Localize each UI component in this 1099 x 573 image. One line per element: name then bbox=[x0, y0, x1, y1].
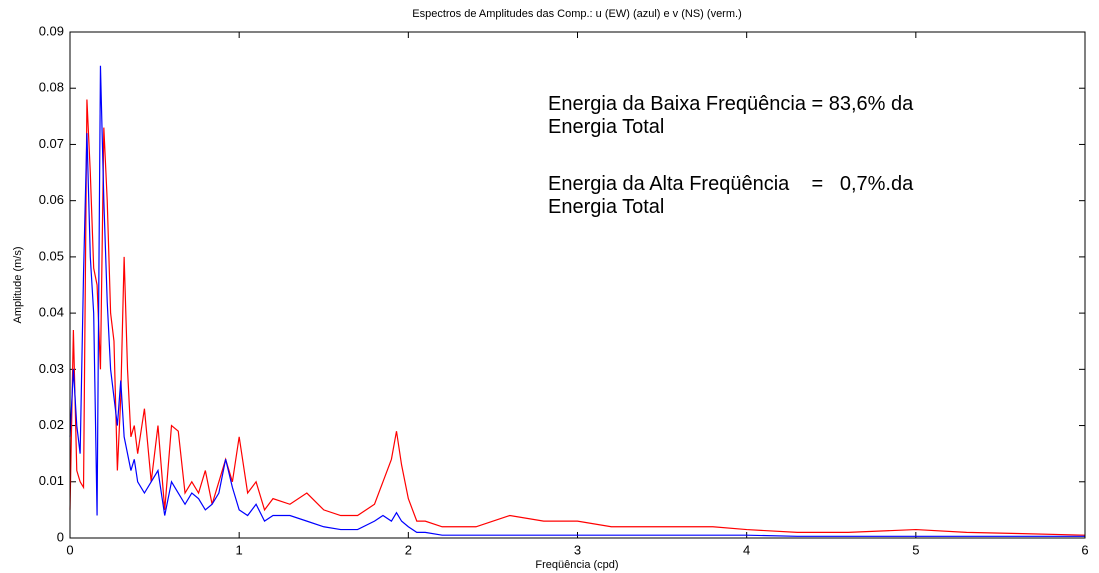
x-tick-label: 0 bbox=[66, 542, 73, 557]
x-tick-label: 4 bbox=[743, 542, 750, 557]
x-tick-label: 5 bbox=[912, 542, 919, 557]
y-tick-label: 0.03 bbox=[39, 361, 64, 376]
annotation: Energia da Baixa Freqüência = 83,6% da bbox=[548, 93, 914, 115]
series-line bbox=[69, 65, 1085, 537]
y-tick-label: 0.06 bbox=[39, 192, 64, 207]
y-tick-label: 0.07 bbox=[39, 136, 64, 151]
x-tick-label: 2 bbox=[405, 542, 412, 557]
y-tick-label: 0.02 bbox=[39, 417, 64, 432]
x-axis-label: Freqüência (cpd) bbox=[535, 559, 618, 571]
chart-title: Espectros de Amplitudes das Comp.: u (EW… bbox=[412, 8, 741, 20]
annotation: Energia da Alta Freqüência = 0,7%.da bbox=[548, 173, 914, 195]
series-line bbox=[69, 99, 1086, 536]
annotation: Energia Total bbox=[548, 116, 664, 138]
y-axis-label: Amplitude (m/s) bbox=[12, 246, 24, 323]
y-tick-label: 0.09 bbox=[39, 23, 64, 38]
y-tick-label: 0.01 bbox=[39, 473, 64, 488]
y-tick-label: 0.08 bbox=[39, 80, 64, 95]
x-tick-label: 6 bbox=[1081, 542, 1088, 557]
plot-frame bbox=[69, 31, 1086, 539]
x-tick-label: 1 bbox=[236, 542, 243, 557]
y-tick-label: 0.05 bbox=[39, 248, 64, 263]
annotation: Energia Total bbox=[548, 196, 664, 218]
y-tick-label: 0.04 bbox=[39, 305, 64, 320]
y-tick-label: 0 bbox=[57, 529, 64, 544]
x-tick-label: 3 bbox=[574, 542, 581, 557]
